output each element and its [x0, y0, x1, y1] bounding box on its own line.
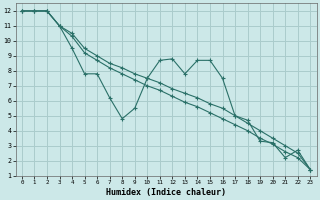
X-axis label: Humidex (Indice chaleur): Humidex (Indice chaleur)	[106, 188, 226, 197]
